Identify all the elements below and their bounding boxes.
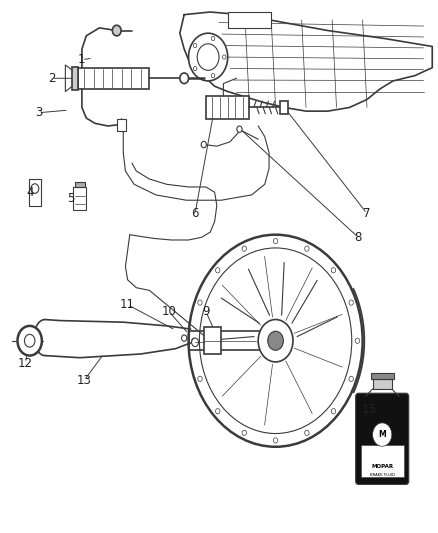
Circle shape [25,334,35,347]
Bar [72,67,78,90]
Bar [74,182,85,187]
Circle shape [242,246,247,251]
Bar [204,327,221,354]
Circle shape [18,326,42,356]
Circle shape [223,55,226,59]
Circle shape [198,376,202,382]
Circle shape [273,438,278,443]
Bar [73,187,86,211]
Text: 10: 10 [162,305,177,318]
Circle shape [199,248,352,433]
Circle shape [188,33,228,81]
Circle shape [215,409,220,414]
Text: 8: 8 [355,231,362,244]
Circle shape [373,423,392,446]
Circle shape [31,184,39,193]
Circle shape [305,246,309,251]
FancyBboxPatch shape [356,393,409,484]
Text: 15: 15 [362,403,377,416]
Circle shape [355,338,360,343]
Bar [373,379,392,389]
Circle shape [331,268,336,273]
Text: M: M [378,430,386,439]
Circle shape [180,73,188,84]
Circle shape [193,43,197,47]
Text: 1: 1 [78,53,86,66]
Bar [371,373,394,379]
Circle shape [215,268,220,273]
Circle shape [237,126,242,132]
Circle shape [198,300,202,305]
Bar [228,12,271,28]
Circle shape [113,25,121,36]
Text: 4: 4 [26,186,33,199]
Text: 6: 6 [191,207,199,220]
Text: BRAKE FLUID: BRAKE FLUID [370,473,395,478]
Circle shape [212,36,215,41]
Text: 9: 9 [202,305,210,318]
Text: 3: 3 [35,106,42,119]
Text: 5: 5 [67,192,75,205]
Circle shape [191,338,198,346]
Circle shape [268,331,283,350]
Circle shape [188,235,363,447]
Text: 12: 12 [18,357,33,369]
Text: 7: 7 [363,207,371,220]
Text: 11: 11 [120,298,135,311]
Circle shape [182,335,187,341]
Circle shape [273,238,278,244]
Circle shape [201,141,206,148]
Circle shape [191,338,196,343]
Circle shape [305,430,309,435]
Bar [280,101,288,114]
Bar [361,445,403,477]
Circle shape [349,376,353,382]
Circle shape [331,409,336,414]
Circle shape [212,74,215,78]
Bar [206,96,250,119]
Text: MOPAR: MOPAR [371,464,393,469]
Circle shape [349,300,353,305]
Circle shape [197,44,219,70]
Circle shape [242,430,247,435]
Text: 13: 13 [77,374,92,387]
Bar [117,118,126,131]
Circle shape [258,319,293,362]
Bar [78,68,149,89]
Circle shape [193,67,197,71]
Text: 2: 2 [48,72,55,85]
